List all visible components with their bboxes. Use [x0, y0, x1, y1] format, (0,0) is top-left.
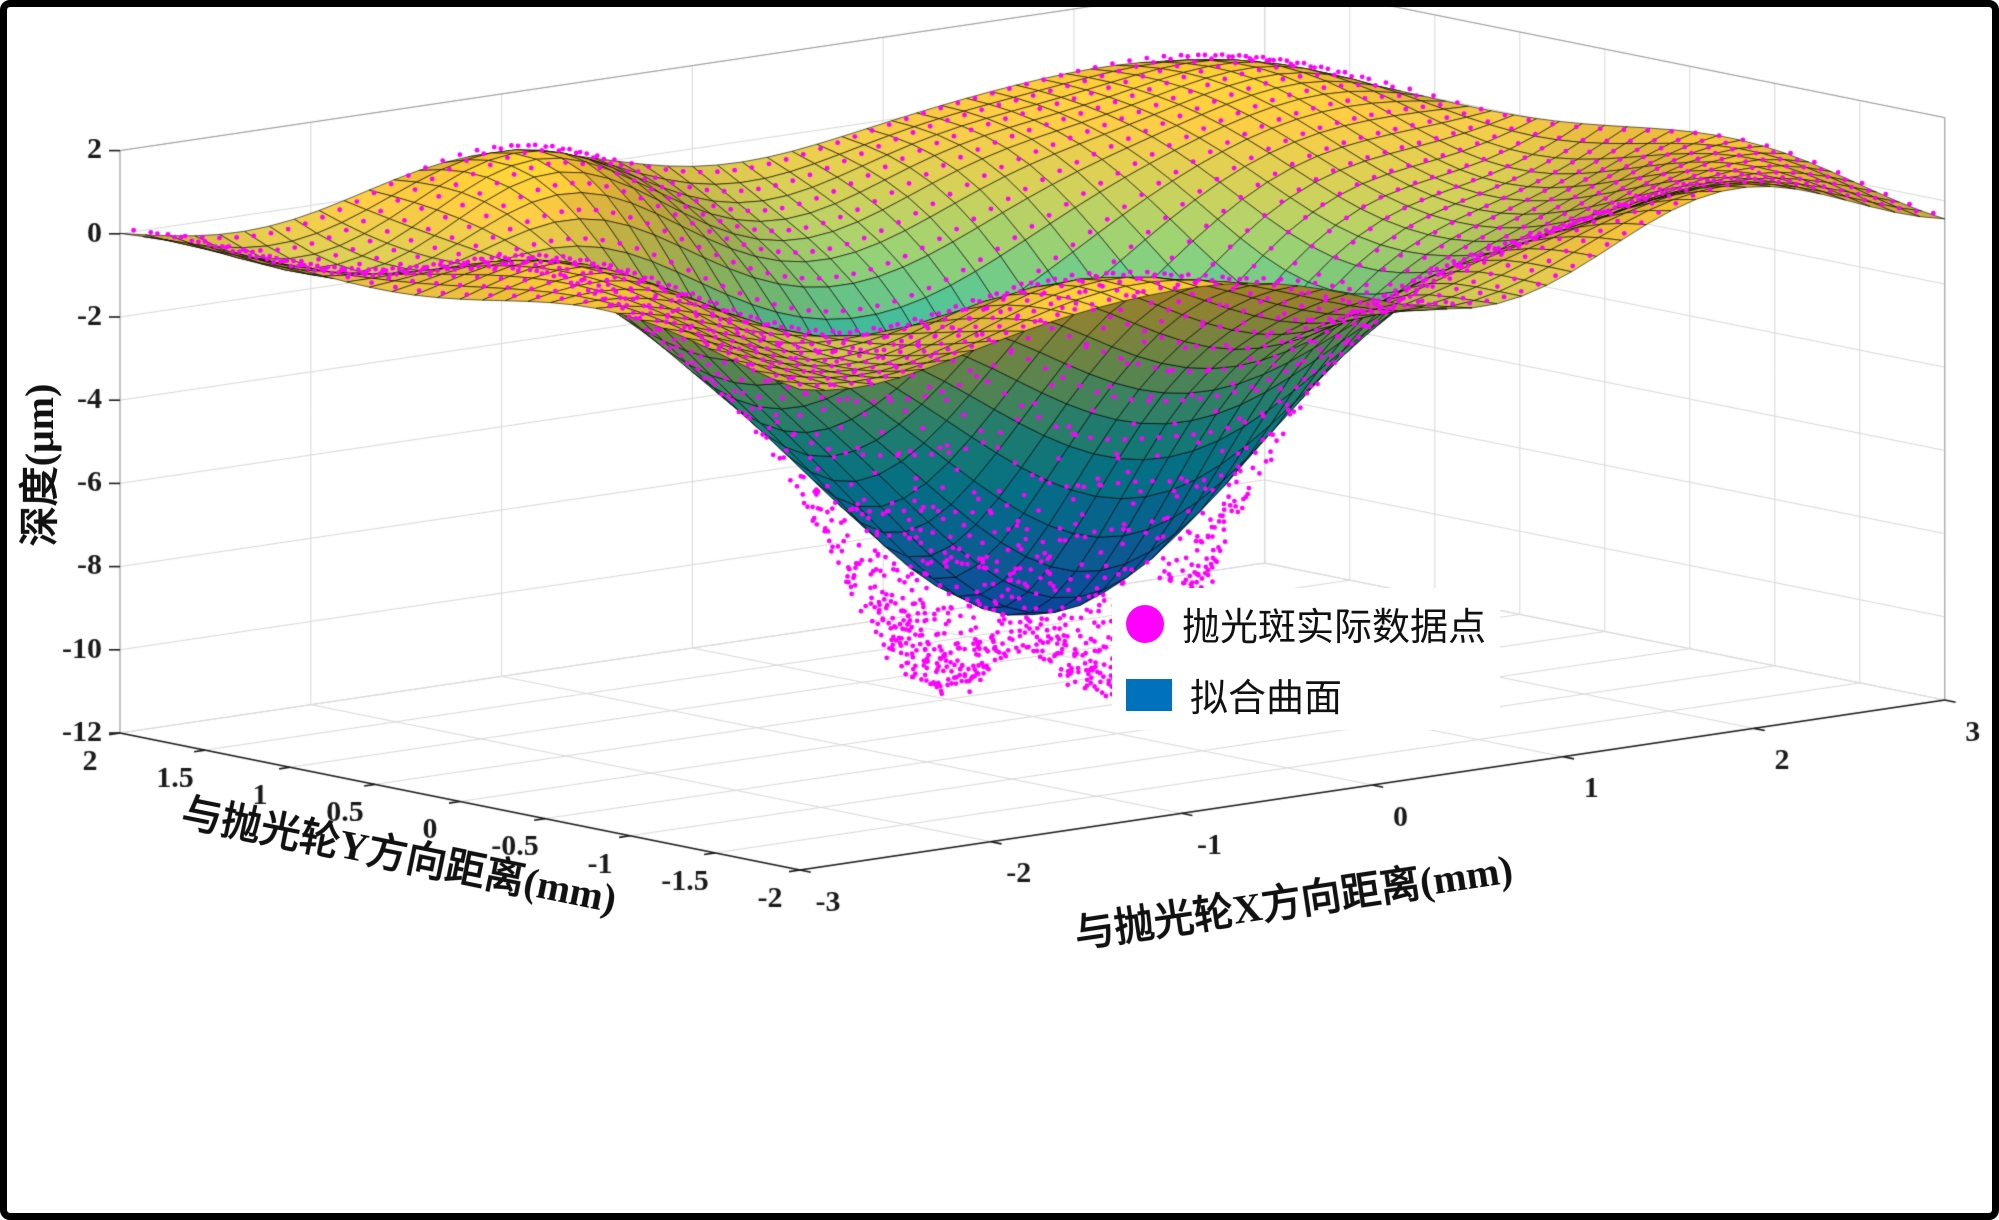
legend-label-surface: 拟合曲面 — [1190, 678, 1343, 720]
legend-item-surface: 拟合曲面 — [1126, 667, 1486, 722]
z-axis-label: 深度(μm) — [17, 383, 62, 547]
surface-marker-icon — [1126, 678, 1172, 711]
scatter-marker-icon — [1126, 604, 1164, 643]
legend-label-scatter: 抛光斑实际数据点 — [1182, 607, 1487, 649]
legend-item-scatter: 抛光斑实际数据点 — [1126, 596, 1486, 651]
legend: 抛光斑实际数据点 拟合曲面 — [1112, 588, 1501, 730]
